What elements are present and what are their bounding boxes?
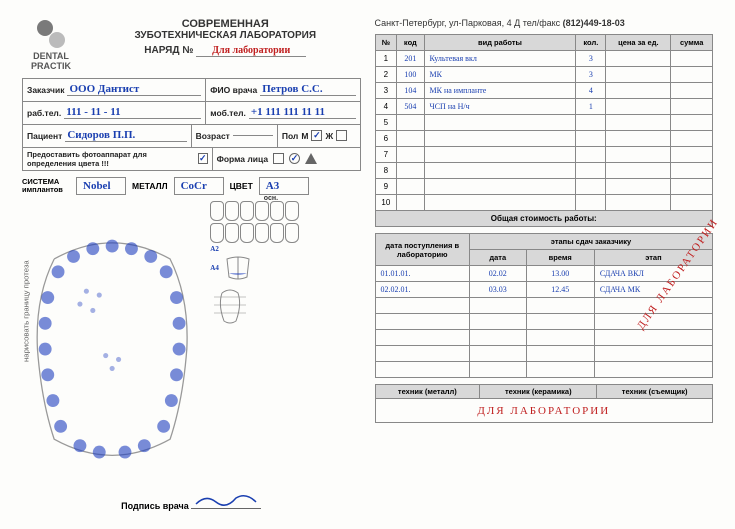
customer-label: Заказчик: [27, 85, 64, 95]
address: Санкт-Петербург, ул-Парковая, 4 Д тел/фа…: [375, 18, 714, 28]
wt-h-code: код: [397, 35, 424, 51]
svg-text:нарисовать границу протеза: нарисовать границу протеза: [22, 259, 30, 361]
tech-h2: техник (керамика): [480, 385, 597, 399]
shade-a4: A4: [210, 264, 219, 272]
logo: DENTAL PRACTIK: [22, 18, 80, 72]
color-value: A3 осн.: [259, 177, 309, 195]
mobtel-label: моб.тел.: [210, 108, 246, 118]
dental-arch: нарисовать границу протеза: [22, 201, 202, 497]
logo-icon: [35, 18, 67, 50]
sex-f: Ж: [325, 131, 333, 141]
total-label: Общая стоимость работы:: [375, 211, 713, 227]
sex-m: М: [301, 131, 308, 141]
wt-h-sum: сумма: [671, 35, 713, 51]
signature-label: Подпись врача: [121, 501, 189, 511]
work-table: № код вид работы кол. цена за ед. сумма …: [375, 34, 714, 227]
shade-a2: A2: [210, 245, 360, 253]
dt-h-time: время: [526, 250, 594, 266]
sex-m-check[interactable]: ✓: [311, 130, 322, 141]
implant-label: СИСТЕМА имплантов: [22, 178, 70, 193]
tooth-shapes: A2 A4: [210, 201, 360, 497]
naryad-value: Для лаборатории: [196, 45, 306, 57]
patient-label: Пациент: [27, 131, 62, 141]
signature-row: Подпись врача: [22, 501, 361, 511]
wt-h-work: вид работы: [424, 35, 576, 51]
dt-h-stages: этапы сдач заказчику: [470, 234, 713, 250]
worktel-value: 111 - 11 - 11: [64, 106, 201, 119]
header: DENTAL PRACTIK СОВРЕМЕННАЯ ЗУБОТЕХНИЧЕСК…: [22, 18, 361, 72]
face-round[interactable]: ✓: [289, 153, 300, 164]
wt-h-n: №: [375, 35, 397, 51]
color-label: ЦВЕТ: [230, 182, 253, 191]
dt-h-in: дата поступления в лабораторию: [375, 234, 470, 266]
sex-label: Пол: [282, 131, 299, 141]
age-label: Возраст: [196, 131, 230, 141]
dt-h-date: дата: [470, 250, 527, 266]
diagram-area: нарисовать границу протеза A2 A4: [22, 201, 361, 497]
doctor-label: ФИО врача: [210, 85, 257, 95]
title-line2: ЗУБОТЕХНИЧЕСКАЯ ЛАБОРАТОРИЯ: [90, 30, 361, 41]
photo-check[interactable]: ✓: [198, 153, 208, 164]
logo-text-2: PRACTIK: [22, 62, 80, 72]
system-row: СИСТЕМА имплантов Nobel МЕТАЛЛ CoCr ЦВЕТ…: [22, 177, 361, 195]
metal-label: МЕТАЛЛ: [132, 182, 168, 191]
sex-f-check[interactable]: [336, 130, 347, 141]
doctor-value: Петров С.С.: [260, 83, 355, 96]
face-label: Форма лица: [217, 154, 268, 164]
metal-value: CoCr: [174, 177, 224, 195]
title-line1: СОВРЕМЕННАЯ: [90, 18, 361, 30]
tech-h3: техник (съемщик): [597, 385, 713, 399]
wt-h-price: цена за ед.: [606, 35, 671, 51]
title-block: СОВРЕМЕННАЯ ЗУБОТЕХНИЧЕСКАЯ ЛАБОРАТОРИЯ …: [90, 18, 361, 57]
tech-value: ДЛЯ ЛАБОРАТОРИИ: [375, 399, 713, 423]
naryad-label: НАРЯД №: [144, 45, 193, 56]
mobtel-value: +1 111 111 11 11: [249, 106, 356, 119]
photo-label: Предоставить фотоаппарат для определения…: [27, 150, 195, 168]
face-square[interactable]: [273, 153, 284, 164]
tech-h1: техник (металл): [375, 385, 480, 399]
tech-table: техник (металл) техник (керамика) техник…: [375, 384, 714, 423]
wt-h-qty: кол.: [576, 35, 606, 51]
worktel-label: раб.тел.: [27, 108, 61, 118]
form-box: Заказчик ООО Дантист ФИО врача Петров С.…: [22, 78, 361, 171]
patient-value: Сидоров П.П.: [65, 129, 186, 142]
implant-value: Nobel: [76, 177, 126, 195]
customer-value: ООО Дантист: [67, 83, 201, 96]
